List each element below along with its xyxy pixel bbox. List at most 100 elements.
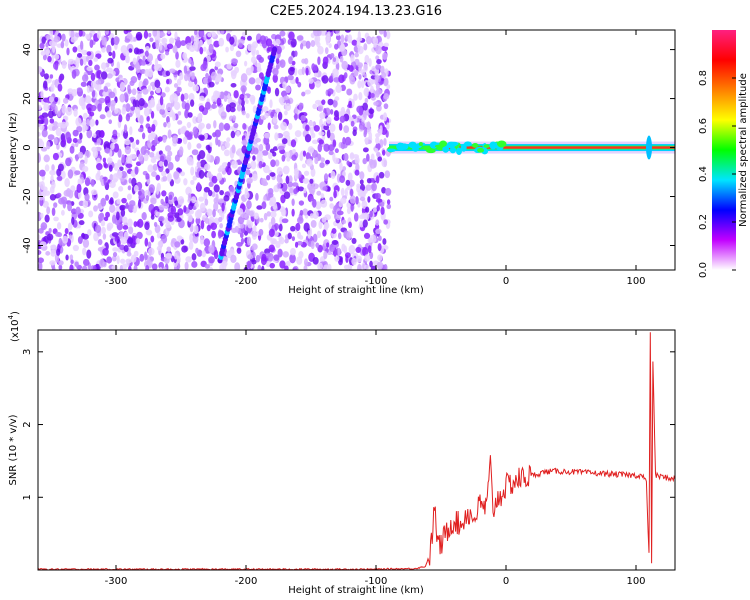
spectrogram-noise-blob <box>294 130 302 138</box>
spectrogram-noise-blob <box>251 259 257 265</box>
spectrogram-noise-blob <box>133 47 140 55</box>
spectrogram-noise-blob <box>349 76 356 85</box>
spectrogram-noise-blob <box>226 137 231 142</box>
spectrogram-noise-blob <box>325 116 332 124</box>
spectrogram-noise-blob <box>104 30 110 35</box>
spectrogram-noise-blob <box>92 133 97 139</box>
spectrogram-noise-blob <box>125 259 130 268</box>
spectrogram-noise-blob <box>158 32 166 37</box>
carrier-turbulence <box>489 141 497 150</box>
spectrogram-noise-blob <box>361 262 366 270</box>
spectrogram-noise-blob <box>109 197 114 205</box>
spectrogram-noise-blob <box>165 51 170 56</box>
spectrogram-noise-blob <box>67 58 75 65</box>
spectrogram-noise-blob <box>365 35 372 45</box>
spectrogram-noise-blob <box>69 264 74 270</box>
spectrogram-noise-blob <box>206 208 213 217</box>
spectrogram-noise-blob <box>257 264 262 270</box>
spectrogram-noise-blob <box>338 200 344 208</box>
spectrogram-noise-blob <box>366 121 371 131</box>
spectrogram-noise-blob <box>105 82 111 87</box>
spectrogram-noise-blob <box>250 65 254 73</box>
spectrogram-noise-blob <box>167 129 172 139</box>
spectrogram-noise-blob <box>86 118 90 125</box>
snr-x-tick-label: -200 <box>235 576 258 587</box>
spectrogram-noise-blob <box>255 254 261 263</box>
spectrogram-noise-blob <box>312 183 319 190</box>
spectrogram-noise-blob <box>334 43 339 50</box>
spectrogram-noise-blob <box>235 50 242 58</box>
spectrogram-noise-blob <box>329 196 334 202</box>
spectrogram-x-label: Height of straight line (km) <box>288 285 424 296</box>
spectrogram-noise-blob <box>245 169 251 176</box>
spectrogram-noise-blob <box>188 202 194 211</box>
spectrogram-noise-blob <box>343 125 350 134</box>
spectrogram-noise-blob <box>123 129 129 139</box>
spectrogram-noise-blob <box>101 47 106 53</box>
spectrogram-noise-blob <box>318 131 325 136</box>
spectrogram-noise-blob <box>303 258 309 267</box>
spectrogram-noise-blob <box>301 91 306 97</box>
spectrogram-noise-blob <box>107 57 114 64</box>
spectrogram-noise-blob <box>173 101 181 111</box>
spectrogram-noise-blob <box>252 225 257 233</box>
carrier-turbulence <box>442 145 450 153</box>
spectrogram-noise-blob <box>123 244 129 253</box>
spectrogram-noise-blob <box>133 264 138 270</box>
spectrogram-noise-blob <box>241 31 247 37</box>
spectrogram-noise-blob <box>217 229 222 239</box>
spectrogram-noise-blob <box>125 30 132 33</box>
spectrogram-noise-blob <box>317 105 324 112</box>
spectrogram-noise-blob <box>307 146 315 154</box>
spectrogram-noise-blob <box>116 211 120 221</box>
spectrogram-noise-blob <box>126 251 132 257</box>
spectrogram-noise-blob <box>242 122 247 130</box>
spectrogram-noise-blob <box>194 209 202 219</box>
colorbar-ticks: 0.0 0.2 0.4 0.6 0.8 <box>698 70 736 278</box>
spectrogram-noise-blob <box>240 237 245 245</box>
spectrogram-noise-blob <box>163 121 167 128</box>
spectrogram-noise-blob <box>129 80 135 86</box>
spectrogram-noise-blob <box>75 117 82 127</box>
spectrogram-noise-blob <box>268 244 275 253</box>
spectrogram-noise-blob <box>188 92 195 102</box>
figure-title: C2E5.2024.194.13.23.G16 <box>270 4 442 19</box>
spectrogram-noise-blob <box>88 210 94 218</box>
spectrogram-noise-blob <box>348 100 352 108</box>
spectrogram-noise-blob <box>349 188 354 197</box>
spectrogram-noise-blob <box>282 165 290 175</box>
spectrogram-noise-blob <box>46 141 51 150</box>
colorbar-tick-label: 0.8 <box>698 70 709 86</box>
spectrogram-noise-blob <box>272 68 279 76</box>
spectrogram-noise-blob <box>206 135 212 140</box>
spectrogram-noise-blob <box>132 57 137 65</box>
spectrogram-noise-blob <box>346 231 352 241</box>
spectrogram-noise-blob <box>142 88 149 95</box>
carrier-turbulence <box>463 141 472 147</box>
spectrogram-noise-blob <box>386 122 390 130</box>
spectrogram-noise-blob <box>172 45 178 54</box>
spectrogram-noise-blob <box>145 173 150 180</box>
spectrogram-noise-blob <box>334 255 340 262</box>
spectrogram-noise-blob <box>216 172 223 181</box>
spectrogram-noise-blob <box>303 170 310 176</box>
spectrogram-noise-blob <box>134 166 139 175</box>
spectrogram-noise-blob <box>67 222 73 231</box>
spectrogram-noise-blob <box>158 267 163 270</box>
spectrogram-noise-blob <box>124 138 131 146</box>
spectrogram-noise-blob <box>251 243 258 251</box>
spectrogram-noise-blob <box>218 216 223 223</box>
spectrogram-noise-blob <box>82 238 90 248</box>
spectrogram-noise-blob <box>38 249 42 255</box>
spectrogram-noise-blob <box>337 232 342 240</box>
spectrogram-noise-blob <box>143 30 149 39</box>
spectrogram-noise-blob <box>157 136 163 142</box>
spectrogram-noise-blob <box>187 57 192 64</box>
spectrogram-noise-blob <box>72 46 78 53</box>
spectrogram-noise-blob <box>246 35 252 41</box>
spectrogram-noise-blob <box>141 212 147 221</box>
spectrogram-noise-blob <box>291 154 297 161</box>
spectrogram-noise-blob <box>225 166 229 173</box>
spectrogram-noise-blob <box>90 72 96 82</box>
spectrogram-noise-blob <box>208 43 214 54</box>
